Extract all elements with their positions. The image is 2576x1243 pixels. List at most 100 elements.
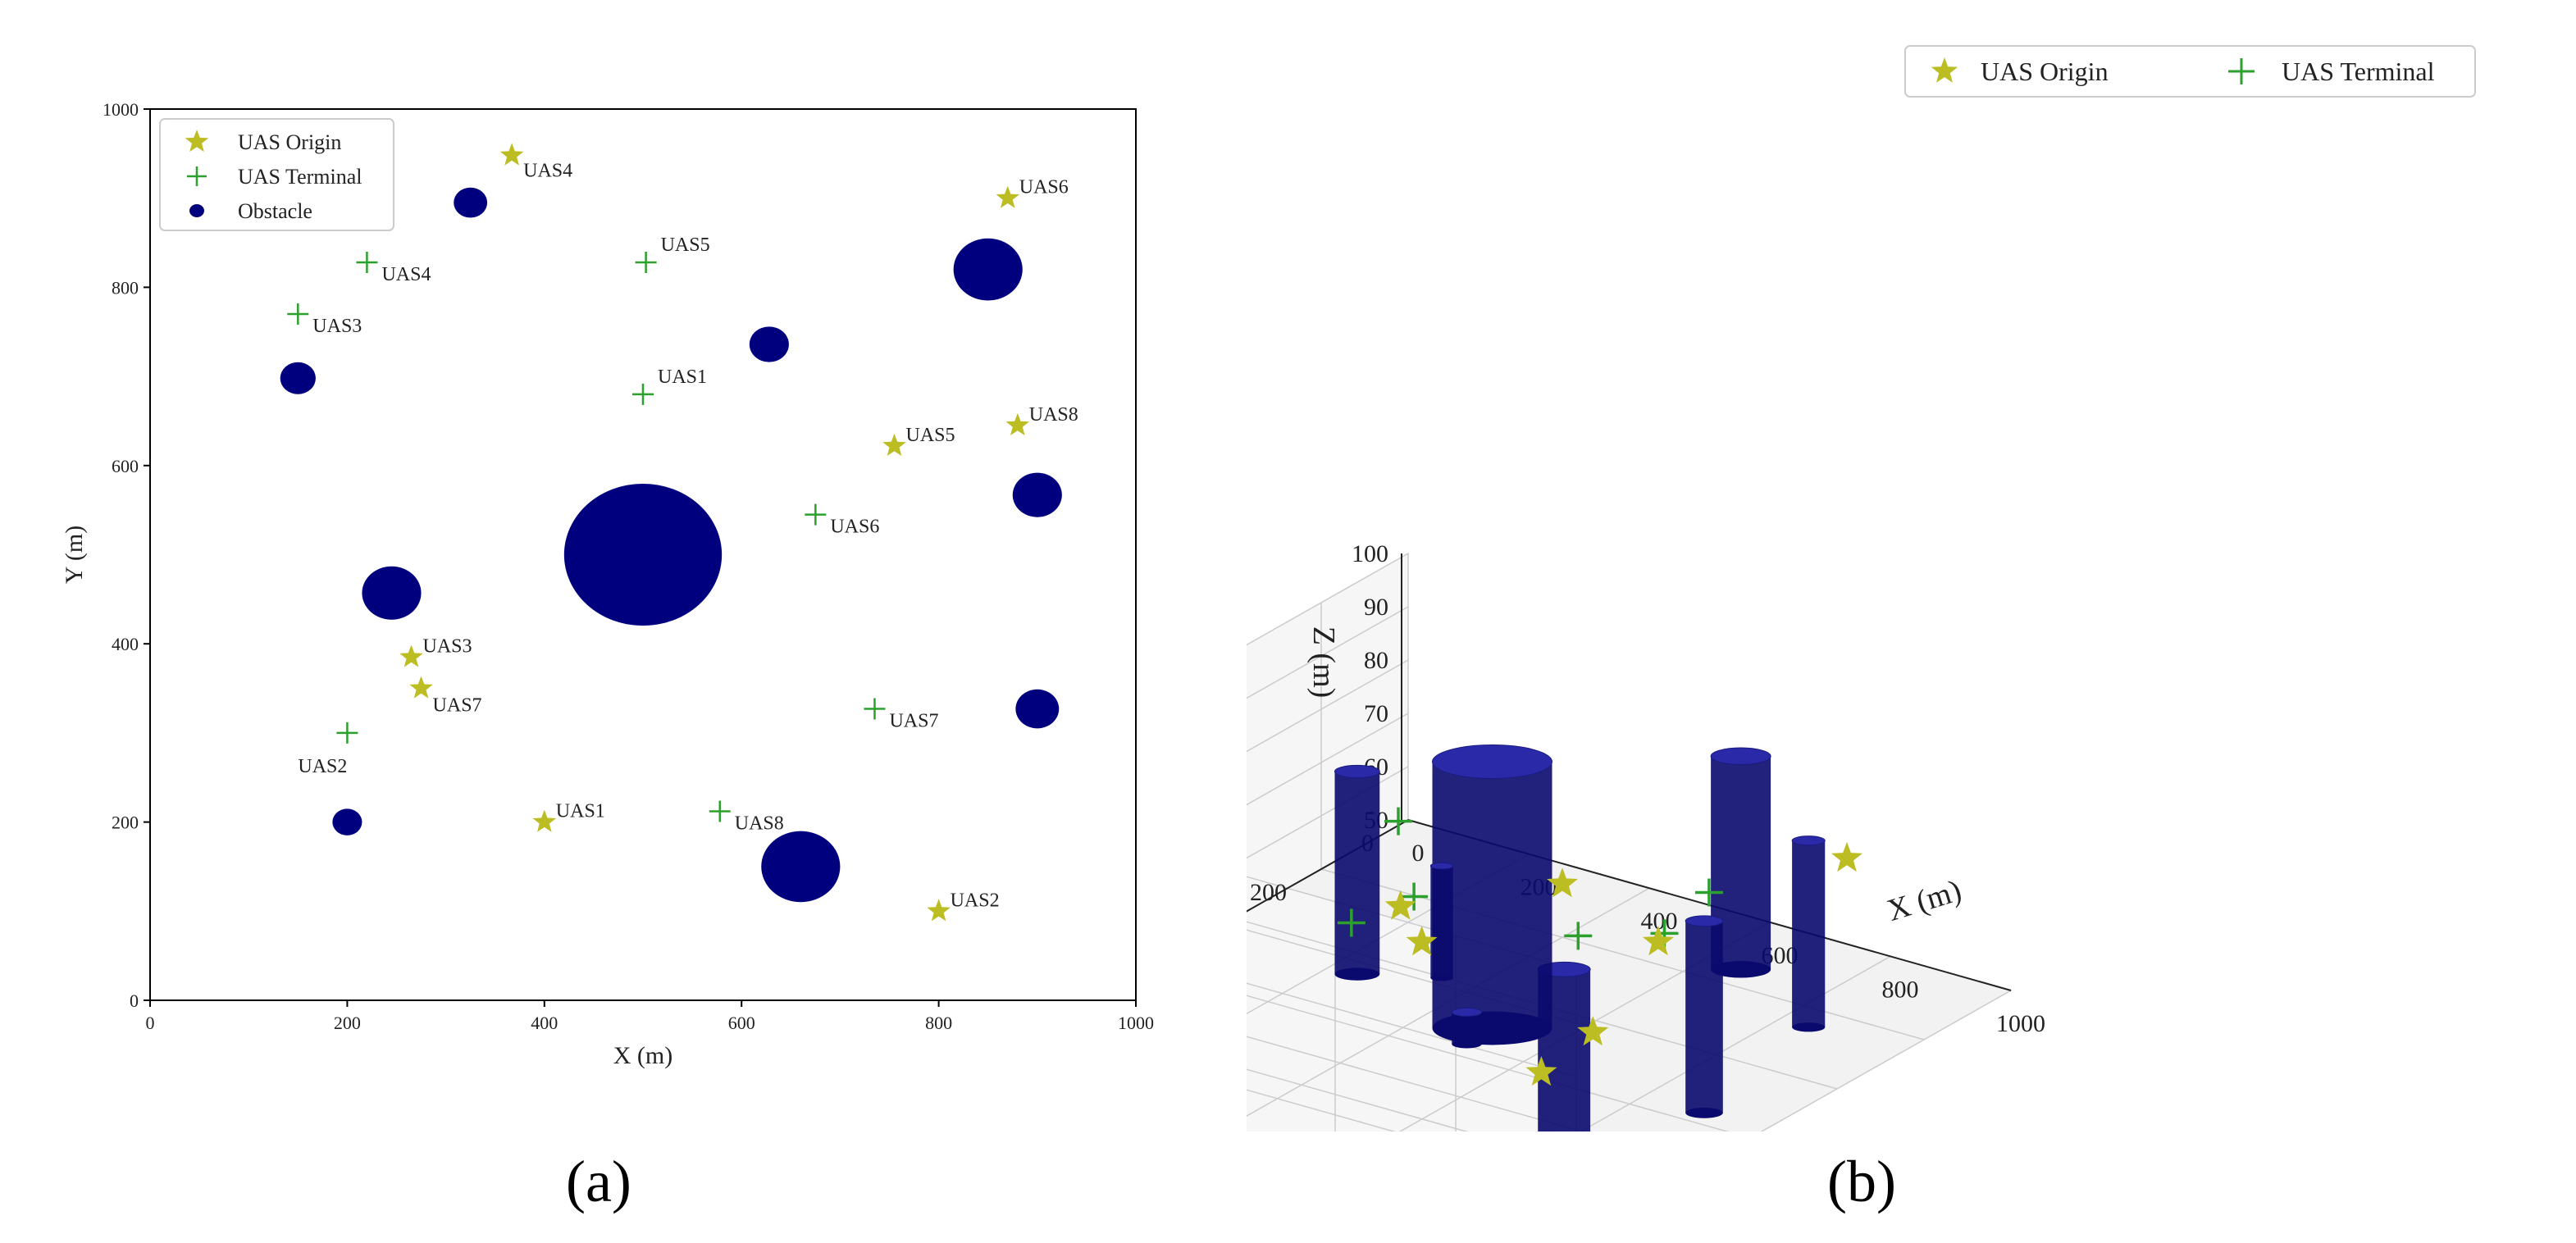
x-tick-label: 800 xyxy=(925,1013,952,1033)
legend: UAS Origin UAS Terminal Obstacle xyxy=(159,118,394,231)
obstacle-circle xyxy=(1012,472,1062,517)
origin-marker-uas3 xyxy=(399,644,423,667)
legend-star-icon xyxy=(1931,57,1958,83)
terminal-marker-uas6 xyxy=(1564,922,1593,950)
x-tick-label: 400 xyxy=(531,1013,558,1033)
origin-label: UAS1 xyxy=(556,801,605,822)
terminal-marker-uas7 xyxy=(1694,878,1723,907)
terminal-label: UAS5 xyxy=(661,234,710,256)
cylinder-top xyxy=(1334,764,1380,779)
cylinder-body xyxy=(1334,772,1380,975)
origin-marker-uas4 xyxy=(499,143,524,166)
legend-label: UAS Origin xyxy=(1981,57,2109,86)
cylinder-bottom xyxy=(1711,961,1771,978)
origin-label: UAS6 xyxy=(1019,177,1069,198)
cylinder-bottom xyxy=(1452,1040,1482,1049)
terminal-marker-uas5 xyxy=(1337,908,1366,937)
obstacle-circle xyxy=(563,483,723,626)
legend-circle-icon xyxy=(189,204,204,217)
grid-line xyxy=(1247,995,1730,1131)
y-tick-label: 600 xyxy=(112,456,139,476)
cylinder-top xyxy=(1791,835,1826,846)
grid-line xyxy=(1247,1036,1577,1131)
y-tick-label: 400 xyxy=(112,634,139,654)
terminal-marker-uas5 xyxy=(635,251,657,273)
terminal-label: UAS4 xyxy=(381,264,431,285)
grid-line xyxy=(1247,1089,1397,1131)
cylinder-body xyxy=(1430,866,1453,978)
y-tick-label: 200 xyxy=(112,813,139,833)
origin-marker-uas3 xyxy=(1384,890,1416,920)
obstacle-cylinder xyxy=(1791,835,1826,1032)
origin-label: UAS3 xyxy=(423,636,472,658)
obstacle-circle xyxy=(761,831,841,903)
legend-label: UAS Origin xyxy=(238,130,341,154)
obstacle-cylinder xyxy=(1429,862,1454,981)
terminal-marker-uas4 xyxy=(356,251,378,273)
obstacle-circle xyxy=(280,362,316,394)
x-tick-label: 200 xyxy=(334,1013,361,1033)
terminal-marker-uas2 xyxy=(1384,807,1412,835)
cylinder-top xyxy=(1451,1007,1483,1018)
obstacle-circle xyxy=(1015,689,1060,729)
grid-line xyxy=(1247,606,1409,699)
z-axis-label: Z (m) xyxy=(1306,626,1341,699)
cylinder-bottom xyxy=(1792,1022,1826,1032)
origin-marker-uas7 xyxy=(1406,926,1438,956)
terminal-marker-uas1 xyxy=(632,383,654,405)
obstacle-circle xyxy=(454,187,488,218)
grid-line xyxy=(1760,990,2012,1131)
terminal-marker-uas7 xyxy=(864,698,886,720)
legend: UAS Origin UAS Terminal xyxy=(1904,45,2476,98)
legend-box xyxy=(1904,45,2476,98)
legend-star-icon xyxy=(185,130,209,153)
terminal-label: UAS8 xyxy=(735,813,784,835)
grid-line xyxy=(1247,553,1409,646)
x-axis-label: X (m) xyxy=(613,1042,672,1069)
origin-label: UAS5 xyxy=(906,425,955,446)
origin-marker-uas6 xyxy=(1525,1056,1557,1086)
cylinder-body xyxy=(1452,1012,1482,1045)
terminal-marker-uas8 xyxy=(709,800,731,822)
terminal-label: UAS7 xyxy=(889,711,938,732)
obstacle-circle xyxy=(749,326,789,362)
legend-label: UAS Terminal xyxy=(238,165,362,189)
origin-marker-uas5 xyxy=(882,433,906,456)
legend-box xyxy=(159,118,394,231)
x-tick-label: 0 xyxy=(146,1013,155,1033)
origin-marker-uas2 xyxy=(927,899,951,922)
origin-marker-uas8 xyxy=(1005,412,1029,435)
cylinder-body xyxy=(1792,840,1826,1027)
terminal-label: UAS1 xyxy=(658,367,707,388)
x-tick-label: 800 xyxy=(1882,976,1919,1003)
grid-line xyxy=(1247,1068,1469,1131)
origin-marker-uas7 xyxy=(409,676,433,699)
origin-label: UAS2 xyxy=(951,890,1000,911)
z-tick-label: 70 xyxy=(1364,700,1388,727)
x-tick-label: 1000 xyxy=(1118,1013,1154,1033)
figure-a-2d-plot: 0 200 400 600 800 1000 0 200 400 600 800 1000 X (m) Y… xyxy=(61,99,1154,1069)
x-tick-label: 0 xyxy=(1412,840,1425,867)
x-tick-label: 600 xyxy=(728,1013,755,1033)
cylinder-top xyxy=(1432,744,1552,779)
terminal-label: UAS3 xyxy=(312,316,362,337)
cylinder-bottom xyxy=(1685,1107,1723,1118)
cylinder-bottom xyxy=(1432,1011,1552,1045)
origin-marker-uas1 xyxy=(532,809,557,832)
terminal-marker-uas3 xyxy=(287,303,309,326)
terminal-marker-uas1 xyxy=(1400,882,1429,911)
obstacle-circle xyxy=(332,808,362,835)
obstacle-cylinder xyxy=(1685,915,1724,1118)
grid-line xyxy=(1247,982,1577,1077)
panel-label-b: (b) xyxy=(1827,1149,1896,1214)
x-tick-label: 1000 xyxy=(1996,1010,2045,1037)
obstacle-cylinder xyxy=(1334,764,1380,981)
obstacle-circle xyxy=(953,238,1023,301)
y-axis-label: Y (m) xyxy=(61,526,88,584)
terminal-marker-uas6 xyxy=(805,503,827,526)
origin-marker-uas1 xyxy=(1547,867,1578,898)
origin-label: UAS8 xyxy=(1029,404,1078,426)
figure-b-3d-plot: 0200400600800100002004006008001000506070… xyxy=(1247,45,2476,1131)
grid-line xyxy=(1247,713,1409,806)
obstacle-circle xyxy=(362,566,422,620)
